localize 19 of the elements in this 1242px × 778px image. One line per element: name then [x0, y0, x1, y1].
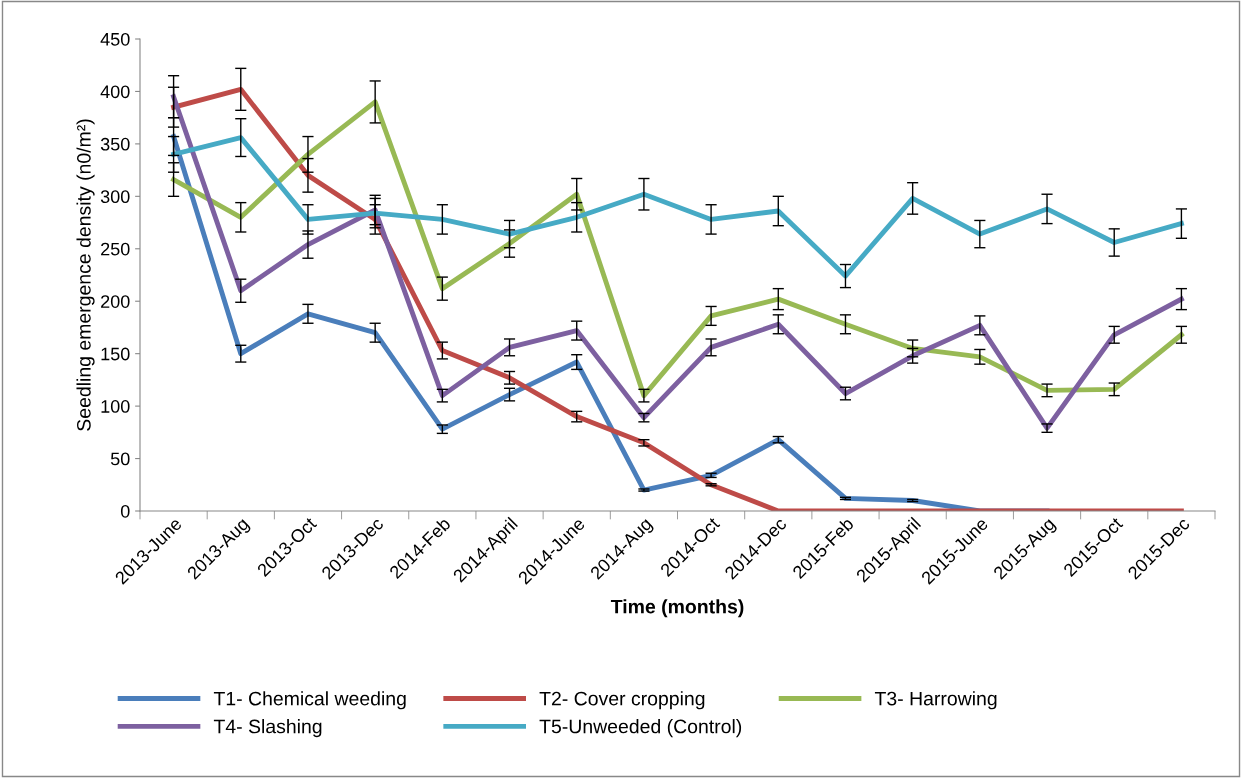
line-series [171, 86, 1184, 511]
legend-label: T1- Chemical weeding [213, 691, 406, 710]
legend-label: T4- Slashing [213, 719, 322, 738]
y-axis-title: Seedling emergence density (n0/m²) [76, 119, 95, 431]
y-tick-label: 150 [101, 347, 130, 361]
y-tick-label: 450 [100, 32, 130, 46]
y-tick-label: 250 [101, 242, 130, 256]
y-tick-label: 300 [100, 190, 130, 204]
legend-label: T3- Harrowing [874, 691, 997, 710]
x-axis-title: Time (months) [610, 599, 744, 618]
y-tick-label: 50 [110, 452, 130, 466]
y-tick-label: 200 [101, 295, 130, 308]
y-tick-label: 100 [101, 400, 130, 413]
y-tick-label: 0 [120, 504, 130, 518]
y-tick-label: 350 [100, 137, 130, 151]
legend-label: T2- Cover cropping [539, 691, 705, 710]
legend-label: T5-Unweeded (Control) [539, 719, 742, 738]
line-series [171, 135, 1184, 279]
y-tick-label: 400 [100, 85, 130, 99]
